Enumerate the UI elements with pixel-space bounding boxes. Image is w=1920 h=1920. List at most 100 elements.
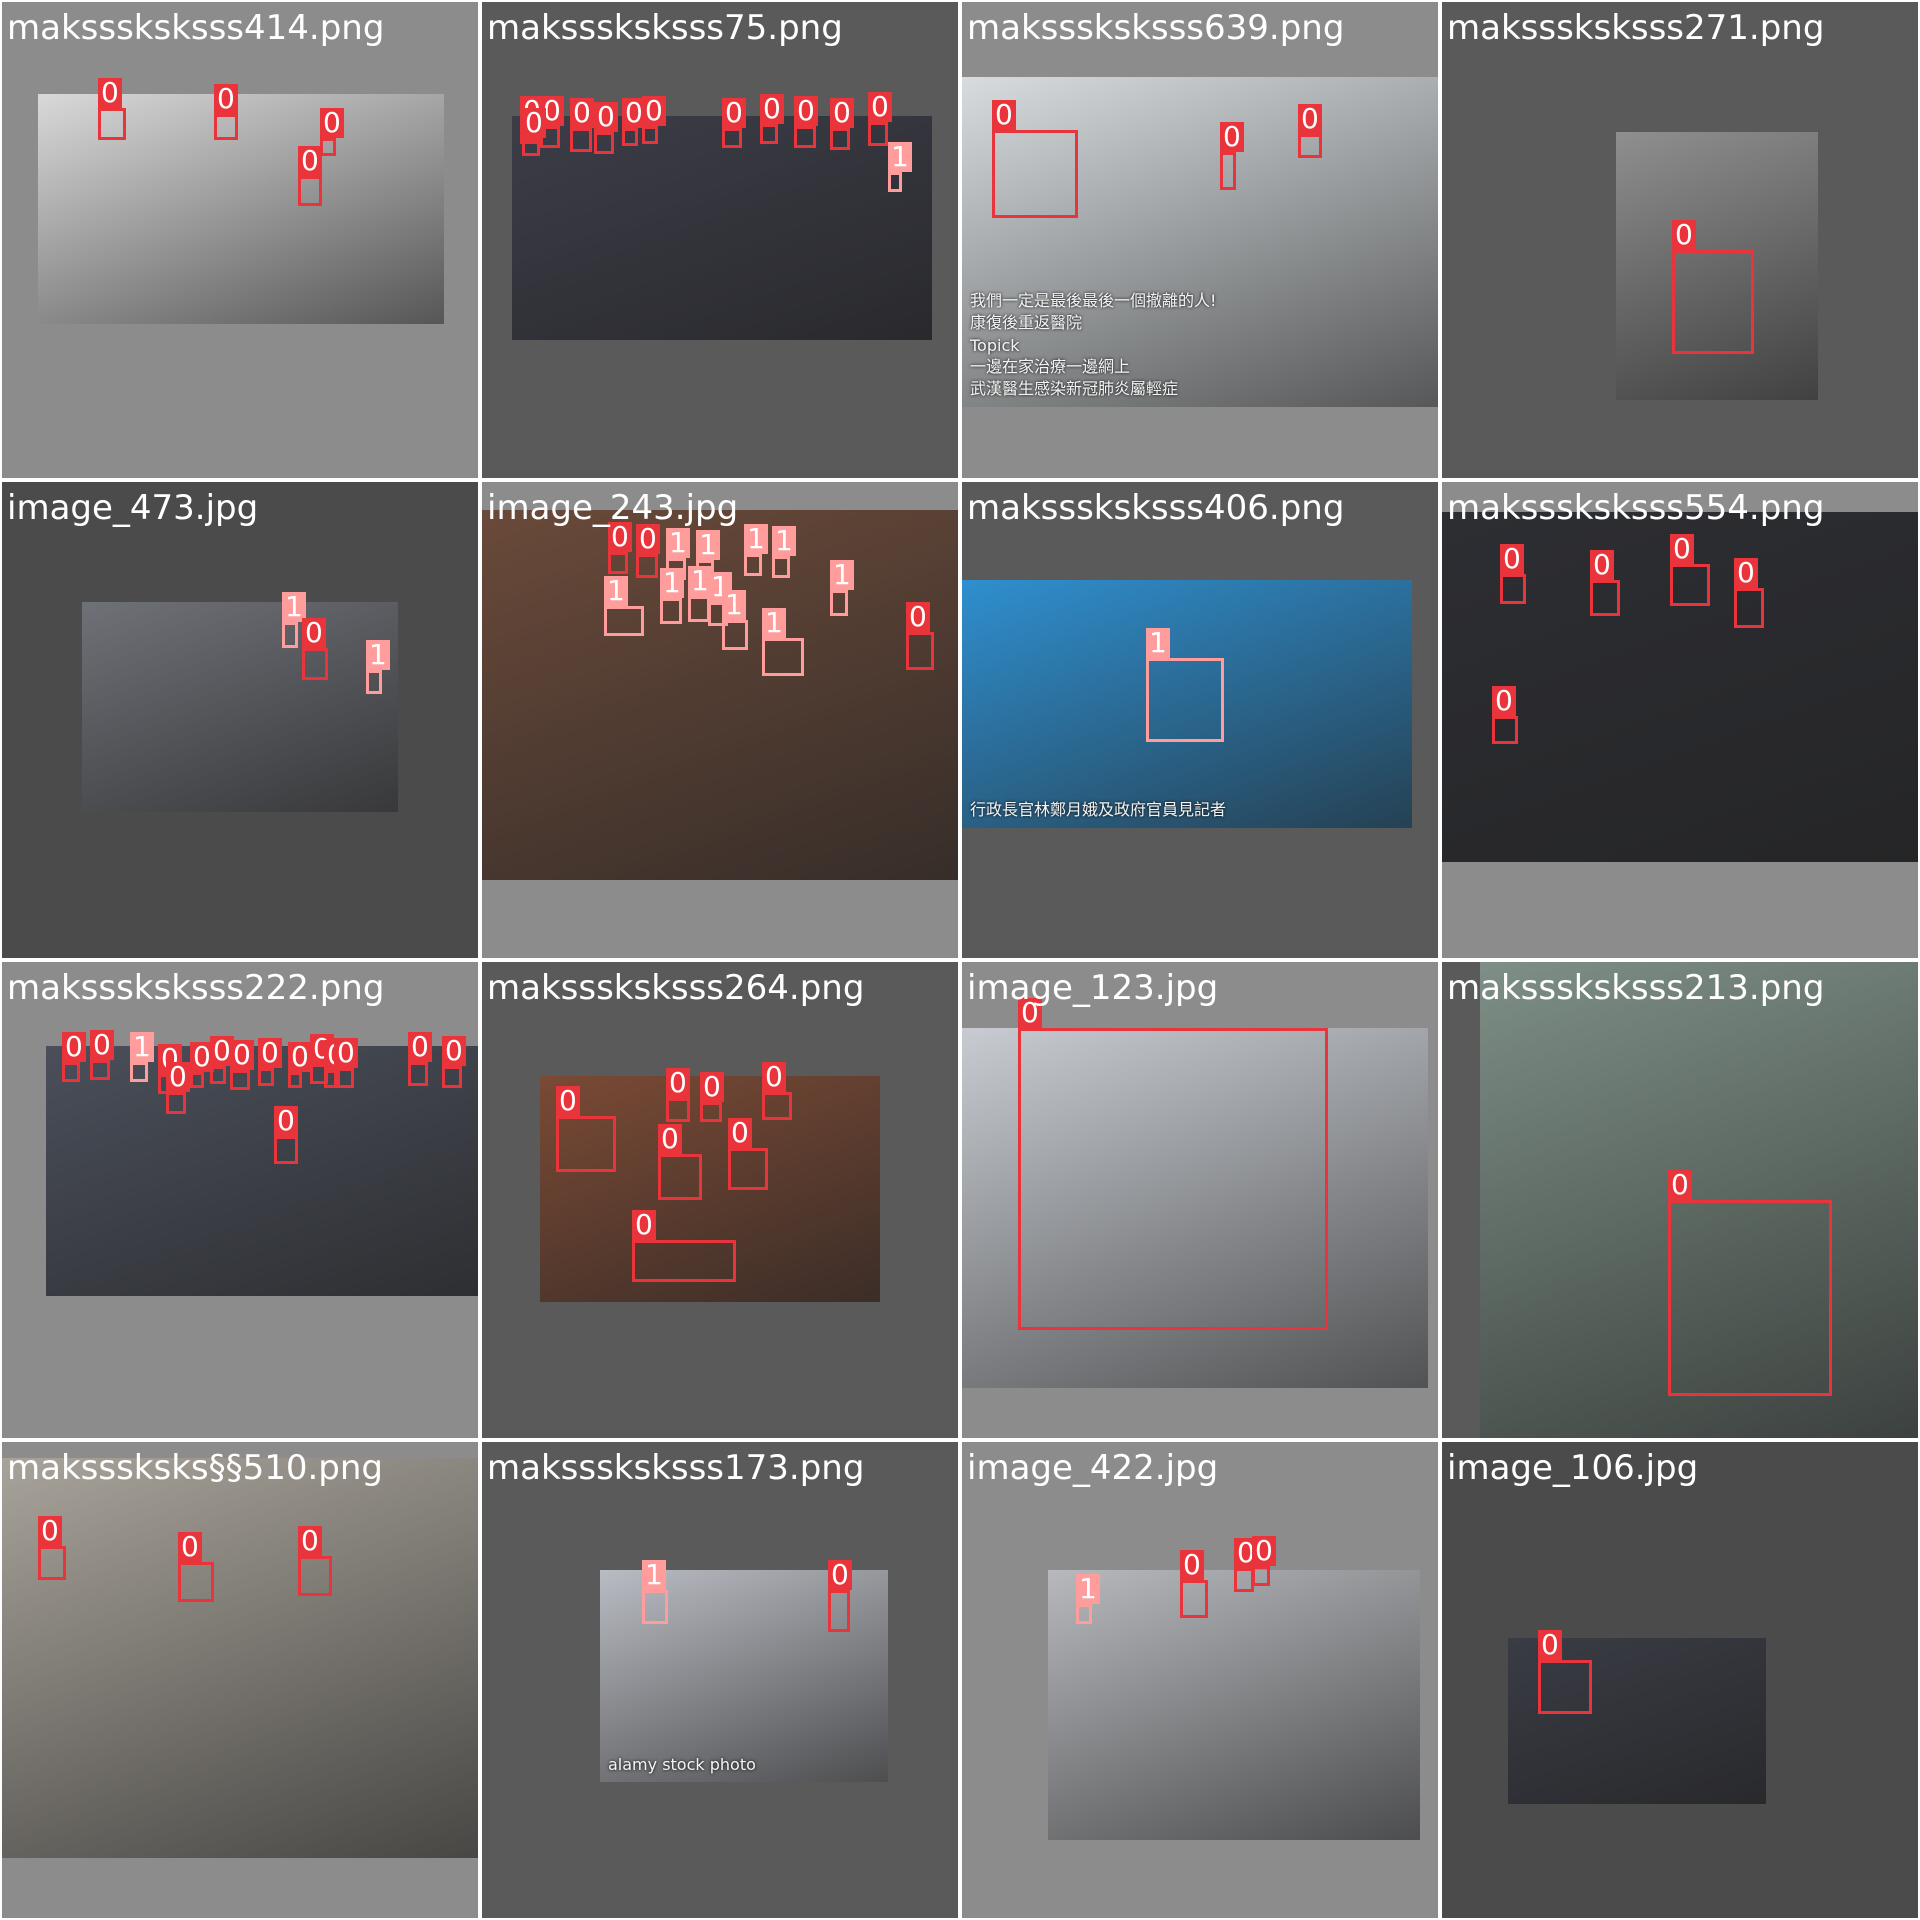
detection-box	[258, 1068, 274, 1086]
detection-class-label: 0	[298, 1526, 322, 1556]
detection-box	[1234, 1568, 1254, 1592]
detection-class-label: 0	[760, 94, 784, 124]
detection-class-label: 0	[636, 524, 660, 554]
tile-photo	[512, 116, 932, 340]
tile-filename: maksssksksss75.png	[487, 8, 843, 48]
detection-box	[636, 554, 658, 578]
mosaic-tile: maksssksksss554.png 0 0 0 0 0	[1442, 482, 1918, 958]
detection-box	[62, 1062, 80, 1082]
detection-box	[1672, 250, 1754, 354]
detection-class-label: 1	[282, 592, 306, 622]
detection-class-label: 0	[408, 1032, 432, 1062]
detection-box	[868, 122, 888, 146]
detection-class-label: 0	[906, 602, 930, 632]
mosaic-tile: 武漢醫生感染新冠肺炎屬輕症 一邊在家治療一邊網上 Topick 康復後重返醫院 我們一定…	[962, 2, 1438, 478]
detection-box	[1298, 134, 1322, 158]
detection-class-label: 0	[1220, 122, 1244, 152]
mosaic-tile: maksssksksss264.png 0 0 0 0 0 0 0	[482, 962, 958, 1438]
tile-photo	[540, 1076, 880, 1302]
detection-class-label: 0	[728, 1118, 752, 1148]
detection-box	[642, 126, 658, 144]
detection-box	[830, 590, 848, 616]
photo-caption-text: 行政長官林鄭月娥及政府官員見記者	[970, 800, 1227, 819]
detection-box	[366, 670, 382, 694]
detection-class-label: 1	[696, 530, 720, 560]
detection-class-label: 0	[556, 1086, 580, 1116]
detection-class-label: 0	[658, 1124, 682, 1154]
detection-box	[772, 556, 790, 578]
detection-box	[1076, 1604, 1092, 1624]
detection-box	[282, 622, 298, 648]
detection-class-label: 0	[1538, 1630, 1562, 1660]
detection-class-label: 0	[214, 84, 238, 114]
detection-box	[744, 554, 762, 576]
detection-box	[1492, 716, 1518, 744]
photo-caption-text: 一邊在家治療一邊網上	[970, 357, 1131, 376]
detection-box	[1146, 658, 1224, 742]
detection-box	[130, 1062, 148, 1082]
detection-box	[334, 1068, 354, 1088]
tile-filename: image_243.jpg	[487, 488, 739, 528]
detection-class-label: 0	[1668, 1170, 1692, 1200]
detection-box	[632, 1240, 736, 1282]
tile-filename: maksssksksss173.png	[487, 1448, 865, 1488]
detection-box	[320, 138, 336, 156]
mosaic-tile: 行政長官林鄭月娥及政府官員見記者 maksssksksss406.png 1	[962, 482, 1438, 958]
detection-box	[992, 130, 1078, 218]
detection-class-label: 1	[1076, 1574, 1100, 1604]
tile-photo	[82, 602, 398, 812]
detection-class-label: 0	[522, 108, 546, 138]
photo-caption-text: 康復後重返醫院	[970, 313, 1083, 332]
detection-class-label: 0	[1180, 1550, 1204, 1580]
detection-class-label: 0	[594, 102, 618, 132]
mosaic-tile: image_123.jpg 0	[962, 962, 1438, 1438]
detection-box	[1668, 1200, 1832, 1396]
detection-class-label: 1	[660, 568, 684, 598]
detection-box	[794, 126, 816, 148]
detection-box	[556, 1116, 616, 1172]
detection-class-label: 0	[334, 1038, 358, 1068]
detection-box	[700, 1102, 722, 1122]
detection-class-label: 0	[302, 618, 326, 648]
detection-class-label: 1	[604, 576, 628, 606]
mosaic-tile: maksssksksss213.png 0	[1442, 962, 1918, 1438]
detection-box	[274, 1136, 298, 1164]
detection-class-label: 0	[288, 1042, 312, 1072]
tile-photo	[2, 1458, 478, 1858]
detection-box	[324, 1070, 340, 1088]
detection-box	[760, 124, 778, 144]
detection-box	[658, 1154, 702, 1200]
detection-class-label: 1	[130, 1032, 154, 1062]
detection-box	[442, 1066, 462, 1088]
tile-filename: image_473.jpg	[7, 488, 259, 528]
detection-class-label: 1	[366, 640, 390, 670]
detection-class-label: 0	[666, 1068, 690, 1098]
detection-class-label: 0	[1252, 1536, 1276, 1566]
tile-photo	[38, 94, 444, 324]
detection-class-label: 1	[772, 526, 796, 556]
detection-class-label: 0	[230, 1040, 254, 1070]
detection-box	[214, 114, 238, 140]
detection-class-label: 0	[98, 78, 122, 108]
detection-box	[178, 1562, 214, 1602]
detection-box	[408, 1062, 428, 1086]
detection-box	[642, 1590, 668, 1624]
detection-class-label: 0	[1492, 686, 1516, 716]
detection-box	[570, 128, 592, 152]
detection-class-label: 0	[762, 1062, 786, 1092]
detection-box	[1590, 580, 1620, 616]
detection-box	[762, 1092, 792, 1120]
tile-photo: 武漢醫生感染新冠肺炎屬輕症 一邊在家治療一邊網上 Topick 康復後重返醫院 我們一定…	[962, 77, 1438, 407]
detection-box	[762, 638, 804, 676]
detection-class-label: 1	[642, 1560, 666, 1590]
detection-class-label: 1	[762, 608, 786, 638]
detection-class-label: 0	[828, 1560, 852, 1590]
detection-class-label: 0	[166, 1062, 190, 1092]
mosaic-tile: maksssksksss271.png 0	[1442, 2, 1918, 478]
mosaic-tile: maksssksksss414.png 0 0 0 0	[2, 2, 478, 478]
detection-class-label: 0	[1734, 558, 1758, 588]
tile-photo: alamy stock photo	[600, 1570, 888, 1782]
detection-class-label: 1	[688, 566, 712, 596]
detection-box	[522, 138, 540, 156]
